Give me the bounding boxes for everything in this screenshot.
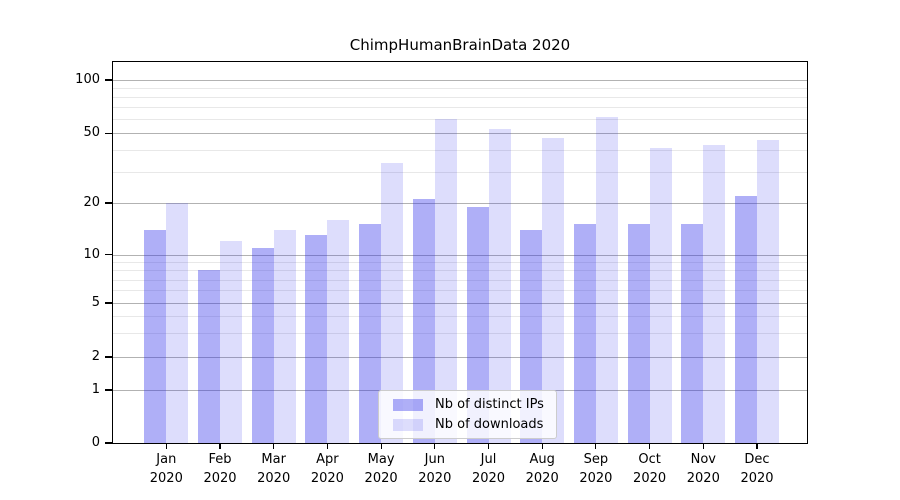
bar-nb-of-downloads-jul [488,128,511,443]
gridline-minor-4 [113,316,807,318]
x-tick-label-aug: Aug 2020 [525,452,559,486]
gridline-minor-3 [113,333,807,334]
x-tick-mark-aug [541,444,543,449]
x-tick-mark-dec [756,444,758,449]
y-tick-mark-0 [105,442,112,444]
x-tick-mark-nov [702,444,704,449]
gridline-minor-9 [113,262,807,263]
gridline-major-20 [113,203,807,204]
bar-nb-of-downloads-may [381,162,404,443]
bar-nb-of-distinct-ips-apr [305,235,328,443]
legend-item-distinct-ips: Nb of distinct IPs [393,397,544,412]
bar-nb-of-downloads-jun [434,119,457,443]
x-tick-label-jul: Jul 2020 [471,452,506,486]
y-tick-label-5: 5 [91,295,100,310]
bar-nb-of-downloads-oct [649,148,672,443]
bar-nb-of-downloads-apr [327,219,350,443]
bar-nb-of-distinct-ips-aug [520,229,543,443]
x-tick-label-apr: Apr 2020 [310,452,344,486]
bar-nb-of-downloads-feb [220,241,242,443]
gridline-minor-40 [113,150,807,152]
y-tick-mark-2 [105,356,112,358]
gridline-minor-30 [113,172,807,174]
gridline-minor-6 [113,290,807,292]
y-tick-mark-5 [105,302,112,304]
y-tick-mark-20 [105,202,112,204]
x-tick-mark-feb [219,444,221,449]
x-tick-label-jun: Jun 2020 [418,452,452,486]
x-tick-mark-sep [595,444,597,449]
x-tick-label-oct: Oct 2020 [633,452,667,486]
y-tick-label-100: 100 [75,71,100,87]
x-tick-label-jan: Jan 2020 [149,452,183,486]
gridline-minor-90 [113,88,807,89]
chart-title: ChimpHumanBrainData 2020 [349,36,571,54]
bar-nb-of-distinct-ips-mar [251,247,274,443]
x-tick-label-nov: Nov 2020 [686,452,720,486]
bar-nb-of-distinct-ips-jan [144,229,167,443]
bar-nb-of-downloads-mar [273,229,296,443]
y-tick-mark-1 [105,389,112,391]
legend-item-downloads: Nb of downloads [393,417,544,432]
bar-nb-of-downloads-nov [703,144,726,443]
gridline-major-100 [113,79,807,81]
x-tick-mark-apr [326,444,328,449]
gridline-minor-8 [113,270,807,272]
legend-label-distinct-ips: Nb of distinct IPs [435,397,544,412]
y-tick-label-2: 2 [91,348,100,364]
gridline-major-2 [113,356,807,358]
legend: Nb of distinct IPs Nb of downloads [378,390,557,439]
plot-area: Nb of distinct IPs Nb of downloads [112,61,808,444]
y-tick-label-0: 0 [91,435,100,450]
y-tick-label-50: 50 [83,125,100,141]
bar-nb-of-distinct-ips-oct [627,224,650,443]
bar-nb-of-downloads-sep [595,116,618,443]
x-tick-mark-mar [273,444,275,449]
bar-nb-of-distinct-ips-may [359,224,382,443]
x-tick-mark-jul [487,444,490,449]
x-tick-label-sep: Sep 2020 [579,452,613,486]
bar-nb-of-distinct-ips-feb [198,270,220,443]
gridline-major-5 [113,303,807,304]
y-tick-mark-100 [105,79,112,81]
gridline-major-10 [113,254,807,256]
legend-label-downloads: Nb of downloads [435,417,544,432]
bar-nb-of-distinct-ips-sep [573,224,596,443]
gridline-minor-80 [113,97,807,99]
x-tick-mark-jan [165,444,167,449]
bar-nb-of-distinct-ips-jun [412,199,435,443]
x-tick-label-may: May 2020 [364,452,398,486]
x-tick-label-dec: Dec 2020 [740,452,774,486]
y-tick-label-20: 20 [83,195,100,210]
bar-nb-of-distinct-ips-jul [466,206,489,443]
y-tick-mark-50 [105,132,112,134]
bar-nb-of-downloads-aug [542,138,565,443]
x-tick-label-feb: Feb 2020 [203,452,237,486]
bar-nb-of-downloads-jan [166,203,189,443]
x-tick-mark-may [380,444,382,449]
y-tick-label-1: 1 [91,382,100,397]
x-tick-mark-jun [434,444,436,449]
y-tick-label-10: 10 [83,246,100,262]
bar-nb-of-downloads-dec [757,139,779,443]
x-tick-mark-oct [649,444,651,449]
bar-nb-of-distinct-ips-nov [681,224,704,443]
y-tick-mark-10 [105,253,112,256]
legend-swatch-distinct-ips [393,398,423,411]
x-tick-label-mar: Mar 2020 [257,452,291,486]
gridline-major-50 [113,133,807,135]
bar-nb-of-distinct-ips-dec [735,195,757,443]
gridline-minor-70 [113,107,807,109]
gridline-minor-7 [113,279,807,281]
legend-swatch-downloads [393,418,423,431]
gridline-minor-60 [113,119,807,121]
